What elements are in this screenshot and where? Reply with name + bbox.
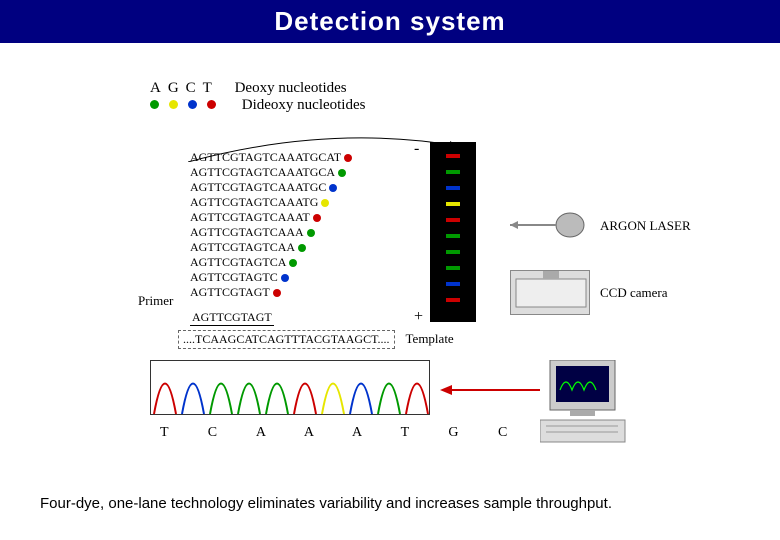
- sequence-ladder: AGTTCGTAGTCAAATGCATAGTTCGTAGTCAAATGCAAGT…: [190, 150, 352, 300]
- legend-dots: [150, 97, 226, 113]
- laser-label: ARGON LASER: [600, 218, 691, 234]
- chromatogram: [150, 360, 430, 415]
- argon-laser-icon: [510, 210, 590, 245]
- cathode-symbol: -: [414, 140, 419, 158]
- legend-dideoxy: Dideoxy nucleotides: [242, 97, 366, 114]
- computer-icon: [540, 360, 630, 450]
- arrow-to-chrom: [440, 385, 540, 395]
- footer-caption: Four-dye, one-lane technology eliminates…: [40, 495, 612, 512]
- template-row: ....TCAAGCATCAGTTTACGTAAGCT.... Template: [178, 330, 454, 349]
- template-label: Template: [406, 331, 454, 346]
- ccd-camera-icon: [510, 270, 590, 315]
- ccd-label: CCD camera: [600, 285, 668, 301]
- anode-symbol: +: [414, 308, 423, 326]
- primer-label: Primer: [138, 293, 173, 309]
- legend: AGCT Deoxy nucleotides Dideoxy nucleotid…: [150, 80, 365, 114]
- template-sequence: ....TCAAGCATCAGTTTACGTAAGCT....: [178, 330, 395, 349]
- legend-bases: AGCT: [150, 80, 219, 97]
- gel-lane: [430, 142, 476, 322]
- primer-sequence: AGTTCGTAGT: [190, 310, 274, 326]
- legend-deoxy: Deoxy nucleotides: [235, 80, 347, 97]
- title-bar: Detection system: [0, 0, 780, 43]
